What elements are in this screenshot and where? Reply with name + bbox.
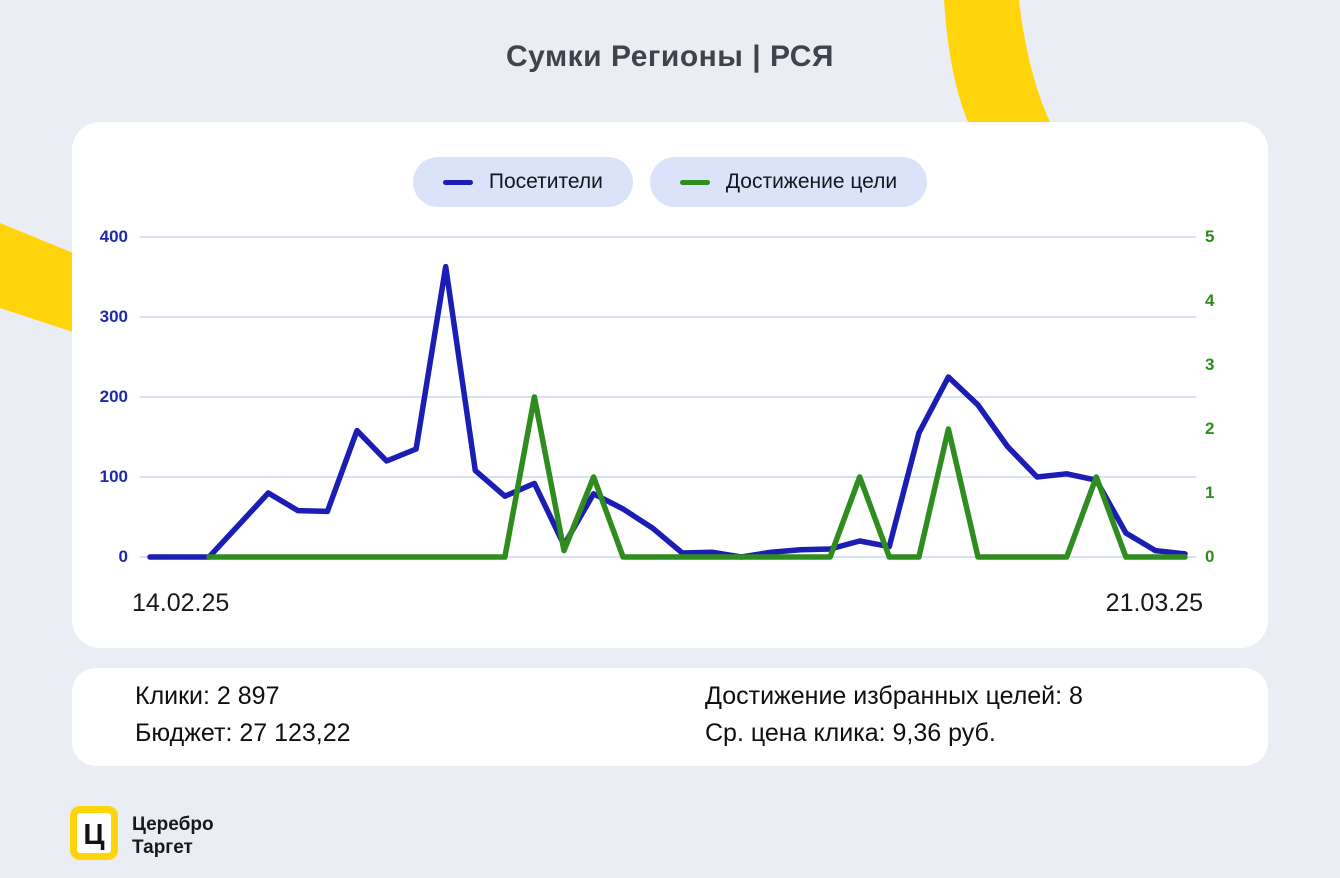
y-axis-left-tick: 400 xyxy=(99,227,128,246)
stat-goals-total: Достижение избранных целей: 8 xyxy=(705,682,1083,710)
stat-avg-cpc: Ср. цена клика: 9,36 руб. xyxy=(705,719,996,747)
y-axis-right-tick: 3 xyxy=(1205,355,1215,374)
legend-label: Достижение цели xyxy=(725,170,898,193)
legend-item-goals[interactable]: Достижение цели xyxy=(649,157,928,207)
cerebro-target-logo: Ц Церебро Таргет xyxy=(70,806,214,860)
legend-label: Посетители xyxy=(488,170,603,193)
logo-letter: Ц xyxy=(83,818,105,851)
x-axis-end-date: 21.03.25 xyxy=(1105,589,1203,617)
stats-column-right: Достижение избранных целей: 8 Ср. цена к… xyxy=(705,678,1083,752)
stats-column-left: Клики: 2 897 Бюджет: 27 123,22 xyxy=(135,678,351,752)
y-axis-left-tick: 0 xyxy=(118,547,128,566)
chart-legend: Посетители Достижение цели xyxy=(0,157,1340,207)
y-axis-left-tick: 200 xyxy=(99,387,128,406)
y-axis-left-tick: 300 xyxy=(99,307,128,326)
x-axis-start-date: 14.02.25 xyxy=(132,589,230,617)
goals-line-swatch xyxy=(679,179,710,185)
page-title: Сумки Регионы | РСЯ xyxy=(506,40,834,73)
logo-line2: Таргет xyxy=(132,837,193,859)
visitors-line-swatch xyxy=(442,179,473,185)
logo-icon: Ц xyxy=(70,806,118,860)
logo-wordmark: Церебро Таргет xyxy=(132,813,214,859)
y-axis-right-tick: 1 xyxy=(1205,483,1215,502)
logo-line1: Церебро xyxy=(132,814,214,835)
y-axis-right-tick: 4 xyxy=(1205,291,1215,310)
y-axis-right-tick: 5 xyxy=(1205,227,1215,246)
stat-clicks: Клики: 2 897 xyxy=(135,682,280,710)
y-axis-right-tick: 2 xyxy=(1205,419,1215,438)
legend-item-visitors[interactable]: Посетители xyxy=(412,157,633,207)
stats-card xyxy=(72,668,1268,766)
y-axis-left-tick: 100 xyxy=(99,467,128,486)
stat-budget: Бюджет: 27 123,22 xyxy=(135,719,351,747)
y-axis-right-tick: 0 xyxy=(1205,547,1215,566)
